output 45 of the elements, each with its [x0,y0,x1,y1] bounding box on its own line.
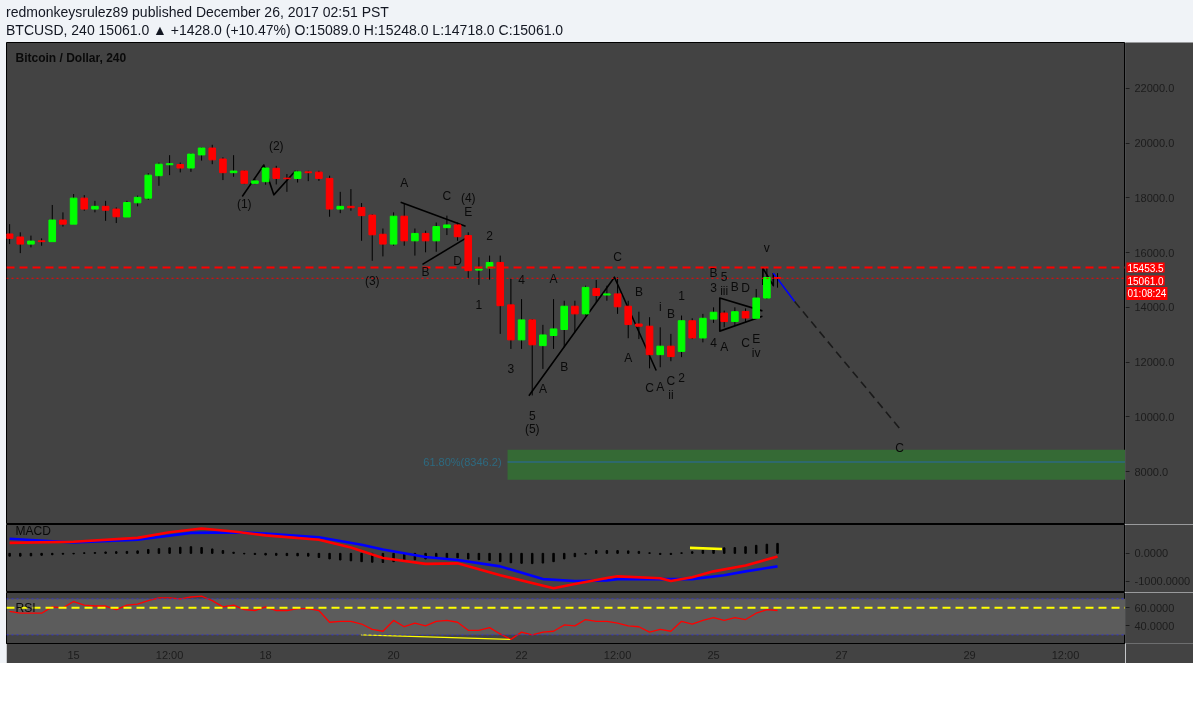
annotation: C [741,335,751,350]
annotation: B [666,306,675,321]
annotation: C [645,381,655,396]
annotation: (5) [524,422,540,437]
annotation: C [666,374,676,389]
annotation: 3 [710,280,718,295]
annotation: A [656,380,665,395]
annotation: D [741,281,751,296]
annotation: E [752,332,761,347]
annotation: v [763,240,770,255]
annotation: 1 [678,289,686,304]
text: 01:08:24 [1127,288,1167,300]
chart-title: MACD [15,524,52,538]
annotation: B [421,265,430,280]
annotation: iv [751,346,761,361]
text: Bitcoin / Dollar, 240 [15,50,127,65]
annotation: A [400,176,409,191]
annotation: E [464,205,473,220]
annotation: B [634,284,643,299]
text: redmonkeysrulez89 published December 26, 2017 02:51 PST [6,3,390,21]
annotation: B [709,266,718,281]
annotation: A [720,340,729,355]
annotation: D [453,253,463,268]
annotation: A [538,381,547,396]
annotation: A [624,351,633,366]
annotation: (1) [236,197,252,212]
annotation: (4) [460,191,476,206]
annotation: C [895,441,905,456]
annotation: A [549,272,558,287]
annotation: B [560,360,569,375]
annotation: 2 [678,370,686,385]
series-label: 61.80%(8346.2) [423,456,502,469]
annotation: (2) [268,138,284,153]
annotation: B [730,280,739,295]
annotation: C [442,188,452,203]
annotation: 4 [710,336,718,351]
annotation: 5 [528,408,536,423]
ref-line-label: 15453.5 [1127,262,1165,274]
annotation: 3 [507,362,515,377]
ref-line-label: 15061.0 [1127,275,1165,287]
annotation: 1 [475,298,483,313]
chart-subtitle: BTCUSD, 240 15061.0 ▲ +1428.0 (+10.47%) O:15089.0 H:15248.0 L:14718.0 C:15061.0 [6,21,564,39]
annotation: 4 [518,272,526,287]
annotation: 2 [486,229,494,244]
annotation: C [613,250,623,265]
